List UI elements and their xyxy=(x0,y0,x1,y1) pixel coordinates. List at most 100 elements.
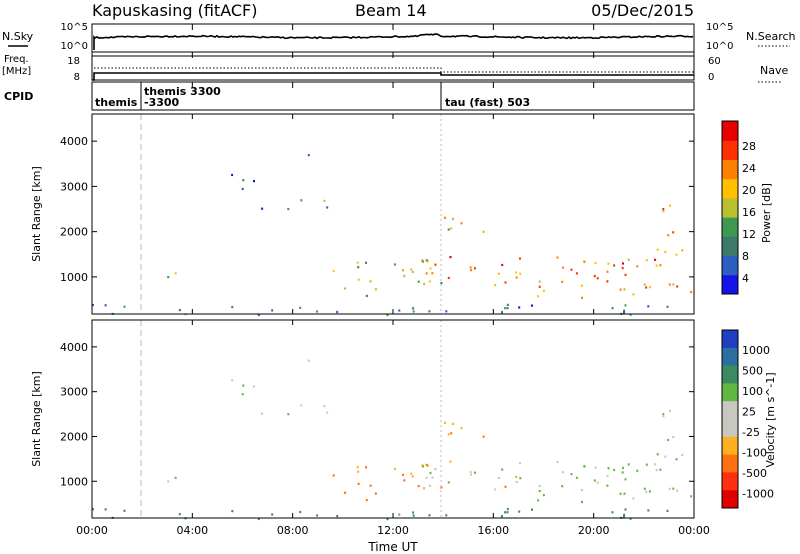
velocity-point xyxy=(690,495,693,498)
power-point xyxy=(556,256,559,259)
power-point xyxy=(645,259,648,262)
velocity-point xyxy=(425,463,428,466)
velocity-point xyxy=(606,475,609,478)
velocity-point xyxy=(672,436,675,439)
velocity-point xyxy=(231,510,234,513)
velocity-colorbar-tick: 25 xyxy=(742,406,756,419)
power-point xyxy=(655,264,658,267)
velocity-point xyxy=(447,481,450,484)
velocity-point xyxy=(531,508,533,511)
cpid-segment-1: themis xyxy=(95,96,138,109)
velocity-point xyxy=(402,473,404,476)
velocity-point xyxy=(501,468,504,471)
power-point xyxy=(300,199,303,202)
power-point xyxy=(336,310,339,314)
velocity-point xyxy=(316,514,319,517)
nsearch-tick-top: 10^5 xyxy=(706,22,733,33)
cpid-segment-2b: -3300 xyxy=(144,96,180,109)
velocity-point xyxy=(519,462,521,465)
velocity-point xyxy=(365,499,368,502)
velocity-point xyxy=(515,480,518,483)
power-point xyxy=(398,309,401,312)
power-point xyxy=(494,284,497,287)
power-point xyxy=(299,306,302,309)
power-point xyxy=(412,307,415,310)
velocity-point xyxy=(667,438,670,442)
power-point xyxy=(429,267,432,270)
power-point xyxy=(326,206,329,209)
freq-unit: [MHz] xyxy=(2,66,31,77)
power-point xyxy=(611,307,614,310)
power-point xyxy=(581,296,583,299)
cpid-segment-2: themis 3300 xyxy=(144,85,221,98)
power-point xyxy=(365,294,368,297)
power-point xyxy=(469,266,472,269)
power-colorbar-swatch xyxy=(722,217,738,237)
beam-label: Beam 14 xyxy=(355,1,427,20)
power-point xyxy=(690,291,693,294)
velocity-point xyxy=(242,384,245,387)
velocity-point xyxy=(369,484,372,487)
velocity-point xyxy=(619,492,622,495)
power-ylabel: Slant Range [km] xyxy=(30,166,43,262)
date-label: 05/Dec/2015 xyxy=(591,1,694,20)
velocity-point xyxy=(422,465,425,468)
velocity-colorbar-tick: 100 xyxy=(742,385,763,398)
velocity-point xyxy=(623,492,626,495)
nsky-label: N.Sky xyxy=(2,30,34,43)
velocity-colorbar-swatch xyxy=(722,436,738,456)
velocity-scatter xyxy=(92,359,693,521)
velocity-point xyxy=(452,422,454,425)
power-point xyxy=(434,263,437,266)
velocity-panel-frame xyxy=(91,319,695,519)
velocity-point xyxy=(393,467,396,471)
y-tick-label: 4000 xyxy=(60,341,88,354)
velocity-point xyxy=(504,485,507,488)
velocity-point xyxy=(494,488,497,491)
velocity-point xyxy=(241,393,244,396)
velocity-point xyxy=(606,484,609,487)
velocity-point xyxy=(356,466,359,469)
power-point xyxy=(636,265,639,268)
velocity-point xyxy=(412,511,415,514)
velocity-point xyxy=(374,492,377,495)
power-point xyxy=(519,257,521,260)
power-point xyxy=(648,286,651,289)
velocity-point xyxy=(538,484,541,487)
power-point xyxy=(647,305,650,308)
power-point xyxy=(242,179,245,182)
velocity-point xyxy=(431,476,434,479)
velocity-point xyxy=(583,465,586,468)
velocity-point xyxy=(332,474,335,477)
power-point xyxy=(624,304,627,307)
velocity-point xyxy=(629,517,632,520)
power-point xyxy=(123,305,126,308)
cpid-label: CPID xyxy=(4,90,33,103)
nave-trace xyxy=(94,67,694,73)
nsky-tick-top: 10^5 xyxy=(61,22,88,33)
power-point xyxy=(365,261,367,264)
nsearch-label: N.Search xyxy=(746,30,796,43)
power-point xyxy=(423,282,426,285)
velocity-point xyxy=(654,463,657,466)
velocity-point xyxy=(344,491,347,494)
velocity-point xyxy=(623,515,625,518)
velocity-point xyxy=(613,468,616,472)
velocity-point xyxy=(506,511,509,514)
velocity-point xyxy=(470,473,473,476)
velocity-point xyxy=(474,471,476,474)
power-point xyxy=(447,228,450,231)
velocity-point xyxy=(261,412,264,415)
power-point xyxy=(428,280,431,283)
power-point xyxy=(369,280,372,283)
velocity-point xyxy=(326,411,329,414)
velocity-point xyxy=(570,473,573,476)
power-point xyxy=(519,272,522,275)
power-point xyxy=(386,314,389,317)
velocity-point xyxy=(675,458,678,461)
power-point xyxy=(629,313,632,316)
power-panel-frame xyxy=(91,113,695,315)
velocity-point xyxy=(403,479,406,482)
velocity-point xyxy=(518,510,521,513)
power-point xyxy=(449,256,452,259)
